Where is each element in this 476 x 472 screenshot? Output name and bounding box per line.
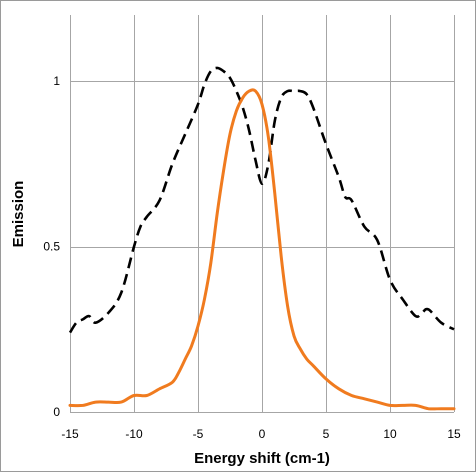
series-group [68,66,456,411]
y-tick-label: 1 [53,74,60,88]
x-tick-label: 10 [383,427,397,441]
gridlines [70,15,455,413]
solid-series-line-1 [68,88,456,411]
y-tick-label: 0 [53,405,60,419]
dashed-series-line-0 [68,66,455,334]
y-axis-title: Emission [10,181,27,248]
y-tick-labels: 00.51 [43,74,60,419]
x-tick-labels: -15 -10 -5 0 5 10 15 [61,427,461,441]
x-tick-label: 0 [259,427,266,441]
y-tick-label: 0.5 [43,240,60,254]
x-axis-title: Energy shift (cm-1) [194,450,330,467]
x-tick-label: -15 [61,427,79,441]
x-tick-label: 15 [447,427,461,441]
x-tick-label: -5 [193,427,204,441]
x-tick-label: -10 [125,427,143,441]
x-tick-label: 5 [323,427,330,441]
